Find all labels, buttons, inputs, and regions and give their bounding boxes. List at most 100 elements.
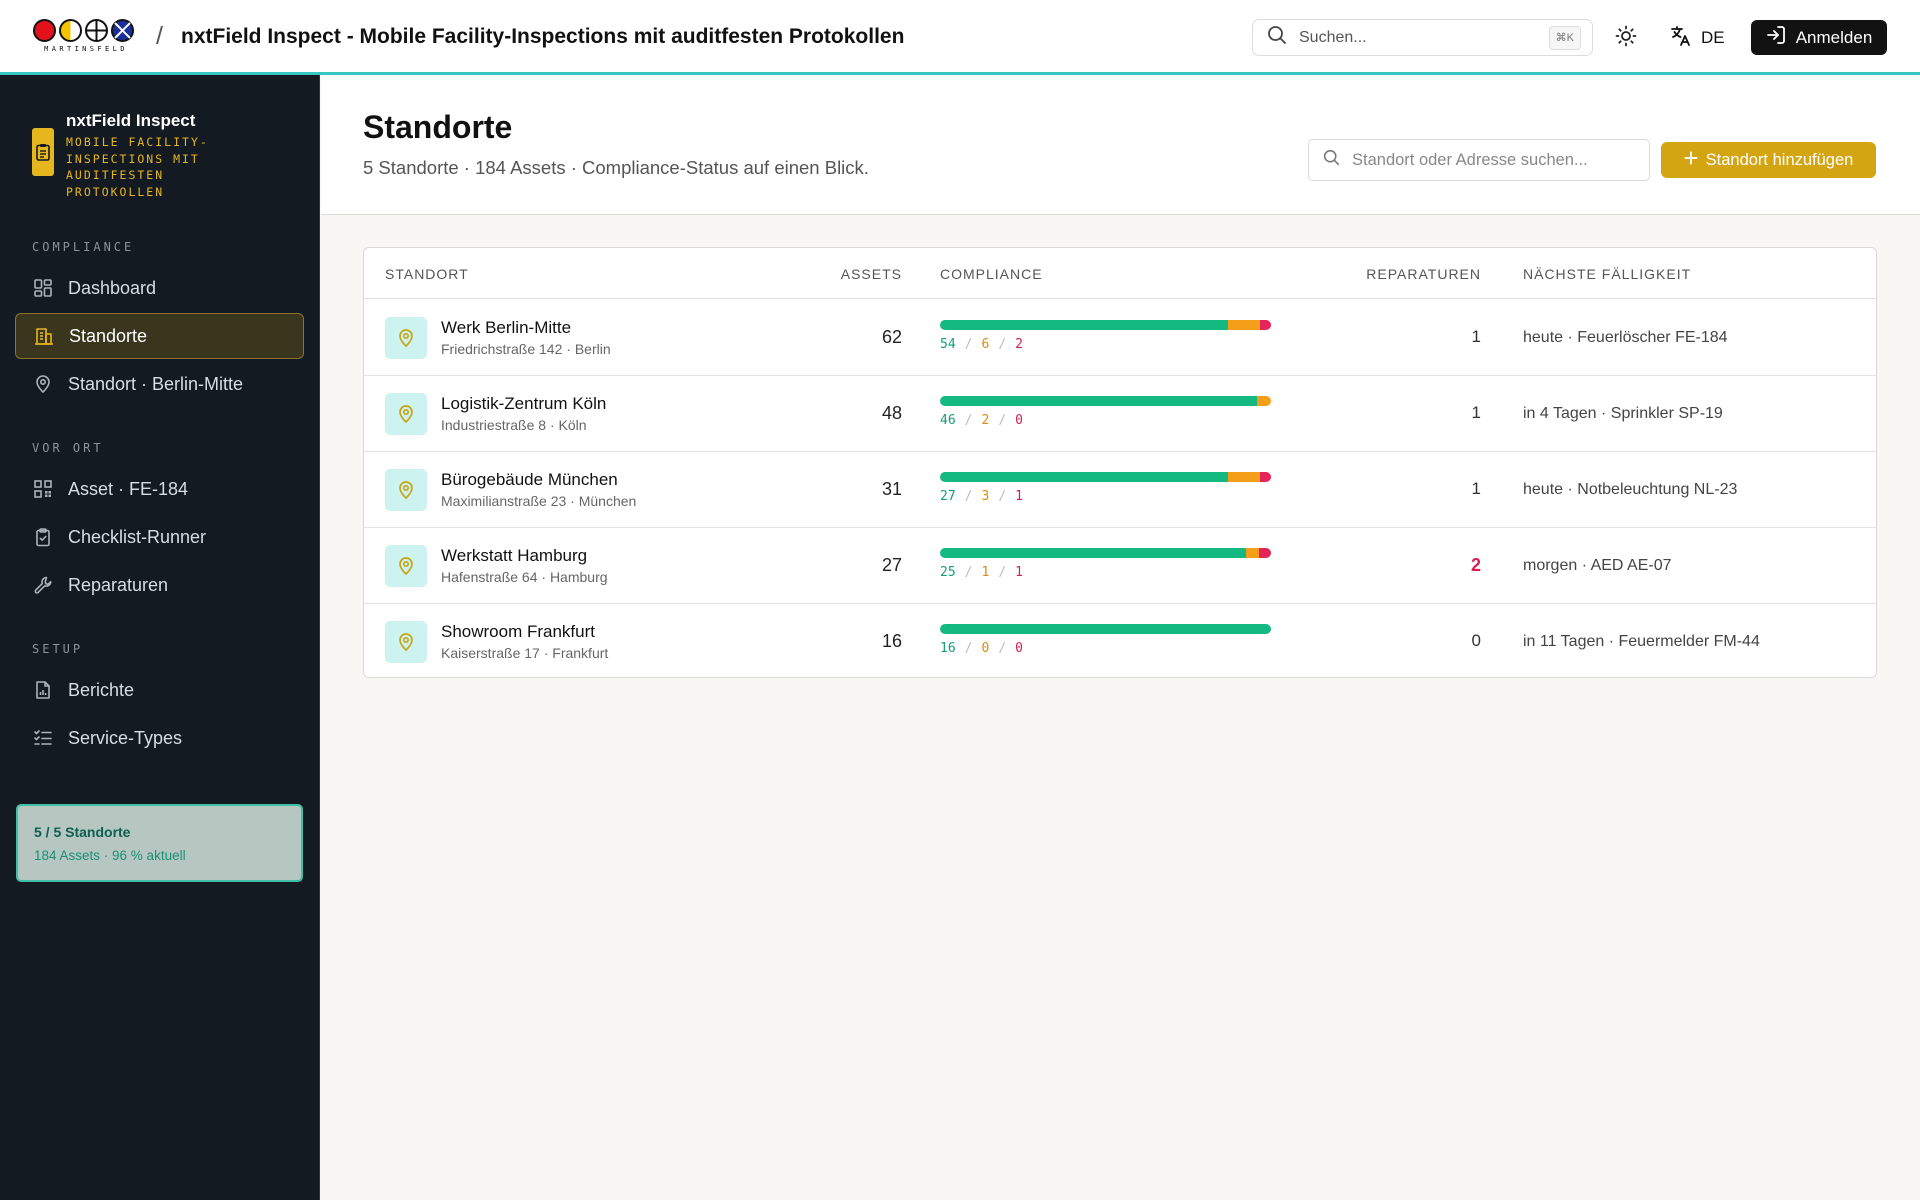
count-separator: /: [998, 337, 1007, 352]
status-card-main: 5 / 5 Standorte: [34, 824, 131, 840]
search-icon: [1267, 25, 1287, 50]
sidebar-item-dashboard[interactable]: Dashboard: [15, 265, 304, 311]
table-row[interactable]: Logistik-Zentrum Köln Industriestraße 8 ·…: [364, 376, 1876, 452]
translate-icon: [1670, 25, 1692, 52]
count-ok: 25: [940, 565, 956, 580]
plus-icon: [1684, 151, 1698, 170]
repair-count: 1: [1471, 479, 1481, 498]
count-warn: 0: [981, 641, 990, 656]
count-separator: /: [964, 413, 973, 428]
sidebar-item-standorte[interactable]: Standorte: [15, 313, 304, 359]
column-header-reparaturen[interactable]: REPARATUREN: [1366, 266, 1481, 282]
location-name[interactable]: Werkstatt Hamburg: [441, 546, 588, 565]
language-switcher[interactable]: DE: [1670, 24, 1725, 52]
next-due: heute · Notbeleuchtung NL-23: [1523, 481, 1738, 498]
search-placeholder: Suchen...: [1299, 28, 1367, 46]
sidebar-item-label: Dashboard: [68, 277, 157, 298]
column-header-standort[interactable]: STANDORT: [385, 266, 469, 282]
count-separator: /: [964, 489, 973, 504]
column-header-naechste-faelligkeit[interactable]: NÄCHSTE FÄLLIGKEIT: [1523, 266, 1692, 282]
location-address: Hafenstraße 64 · Hamburg: [441, 569, 608, 585]
qr-code-icon: [32, 478, 54, 500]
sidebar-brand[interactable]: nxtField Inspect MOBILE FACILITY-INSPECT…: [32, 111, 236, 200]
location-address: Maximilianstraße 23 · München: [441, 493, 637, 509]
theme-toggle-button[interactable]: [1612, 24, 1640, 52]
nav-section-vor-ort: VOR ORT: [32, 441, 104, 455]
compliance-counts: 46 / 2 / 0: [940, 413, 1023, 428]
logo-wordmark: MARTINSFELD: [44, 45, 128, 53]
sidebar-item-berichte[interactable]: Berichte: [15, 667, 304, 713]
location-search-input[interactable]: Standort oder Adresse suchen...: [1308, 139, 1650, 181]
compliance-counts: 25 / 1 / 1: [940, 565, 1023, 580]
compliance-bar-ok: [940, 548, 1247, 558]
column-header-assets[interactable]: ASSETS: [840, 266, 902, 282]
sidebar-item-label: Reparaturen: [68, 574, 169, 595]
count-separator: /: [998, 489, 1007, 504]
map-pin-icon: [32, 373, 54, 395]
sidebar-item-reparaturen[interactable]: Reparaturen: [15, 562, 304, 608]
compliance-bar-warn: [1228, 472, 1261, 482]
locations-table: STANDORT ASSETS COMPLIANCE REPARATUREN N…: [363, 247, 1877, 678]
table-row[interactable]: Showroom Frankfurt Kaiserstraße 17 · Fran…: [364, 604, 1876, 677]
location-address: Industriestraße 8 · Köln: [441, 417, 587, 433]
count-separator: /: [964, 641, 973, 656]
count-ok: 27: [940, 489, 956, 504]
location-name[interactable]: Werk Berlin-Mitte: [441, 318, 572, 337]
sidebar-item-label: Asset · FE-184: [68, 478, 189, 499]
login-button[interactable]: Anmelden: [1751, 20, 1887, 55]
location-pin-icon: [385, 317, 427, 359]
top-bar: MARTINSFELD / nxtField Inspect - Mobile …: [0, 0, 1920, 75]
compliance-bar-warn: [1257, 396, 1271, 406]
count-warn: 3: [981, 489, 990, 504]
count-crit: 2: [1015, 337, 1023, 352]
global-search-input[interactable]: Suchen... ⌘K: [1252, 19, 1593, 56]
column-header-compliance[interactable]: COMPLIANCE: [940, 266, 1043, 282]
count-separator: /: [964, 337, 973, 352]
page-header: Standorte 5 Standorte · 184 Assets · Com…: [321, 75, 1920, 215]
sidebar-item-standort-berlin[interactable]: Standort · Berlin-Mitte: [15, 361, 304, 407]
compliance-bar-warn: [1246, 548, 1259, 558]
compliance-bar: [940, 472, 1271, 482]
compliance-counts: 54 / 6 / 2: [940, 337, 1023, 352]
nav-section-setup: SETUP: [32, 642, 84, 656]
compliance-counts: 16 / 0 / 0: [940, 641, 1023, 656]
count-separator: /: [998, 413, 1007, 428]
next-due: heute · Feuerlöscher FE-184: [1523, 329, 1728, 346]
compliance-bar: [940, 548, 1271, 558]
breadcrumb-separator: /: [156, 22, 163, 50]
table-row[interactable]: Bürogebäude München Maximilianstraße 23 ·…: [364, 452, 1876, 528]
sidebar-item-service-types[interactable]: Service-Types: [15, 715, 304, 761]
app-title: nxtField Inspect - Mobile Facility-Inspe…: [181, 25, 905, 48]
wrench-icon: [32, 574, 54, 596]
clipboard-check-icon: [32, 526, 54, 548]
count-ok: 46: [940, 413, 956, 428]
count-crit: 0: [1015, 641, 1023, 656]
standorte-status-card[interactable]: 5 / 5 Standorte 184 Assets · 96 % aktuel…: [16, 804, 303, 882]
add-location-button[interactable]: Standort hinzufügen: [1661, 142, 1876, 178]
sidebar-item-checklist-runner[interactable]: Checklist-Runner: [15, 514, 304, 560]
compliance-bar: [940, 320, 1271, 330]
count-crit: 1: [1015, 489, 1023, 504]
location-name[interactable]: Showroom Frankfurt: [441, 622, 595, 641]
location-address: Friedrichstraße 142 · Berlin: [441, 341, 611, 357]
location-pin-icon: [385, 393, 427, 435]
count-ok: 54: [940, 337, 956, 352]
count-separator: /: [964, 565, 973, 580]
repair-count: 1: [1471, 403, 1481, 422]
compliance-bar-crit: [1260, 320, 1271, 330]
asset-count: 48: [881, 403, 902, 423]
clipboard-icon: [32, 128, 54, 176]
sidebar-item-asset[interactable]: Asset · FE-184: [15, 466, 304, 512]
table-row[interactable]: Werkstatt Hamburg Hafenstraße 64 · Hambur…: [364, 528, 1876, 604]
table-row[interactable]: Werk Berlin-Mitte Friedrichstraße 142 · B…: [364, 300, 1876, 376]
sidebar: nxtField Inspect MOBILE FACILITY-INSPECT…: [0, 75, 320, 1200]
brand-name: nxtField Inspect: [66, 111, 196, 130]
sidebar-item-label: Standort · Berlin-Mitte: [68, 373, 244, 394]
compliance-counts: 27 / 3 / 1: [940, 489, 1023, 504]
martinsfeld-logo[interactable]: MARTINSFELD: [33, 19, 139, 55]
location-name[interactable]: Bürogebäude München: [441, 470, 618, 489]
next-due: in 4 Tagen · Sprinkler SP-19: [1523, 405, 1723, 422]
location-name[interactable]: Logistik-Zentrum Köln: [441, 394, 607, 413]
compliance-bar-ok: [940, 624, 1271, 634]
sidebar-item-label: Checklist-Runner: [68, 526, 207, 547]
